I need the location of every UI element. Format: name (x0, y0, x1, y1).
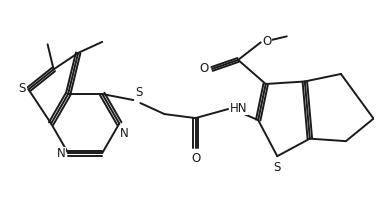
Text: S: S (135, 85, 143, 99)
Text: HN: HN (230, 102, 247, 115)
Text: N: N (57, 146, 66, 159)
Text: O: O (262, 35, 271, 48)
Text: O: O (200, 62, 209, 75)
Text: O: O (191, 152, 200, 165)
Text: S: S (274, 161, 281, 174)
Text: N: N (120, 127, 129, 140)
Text: S: S (18, 82, 26, 95)
